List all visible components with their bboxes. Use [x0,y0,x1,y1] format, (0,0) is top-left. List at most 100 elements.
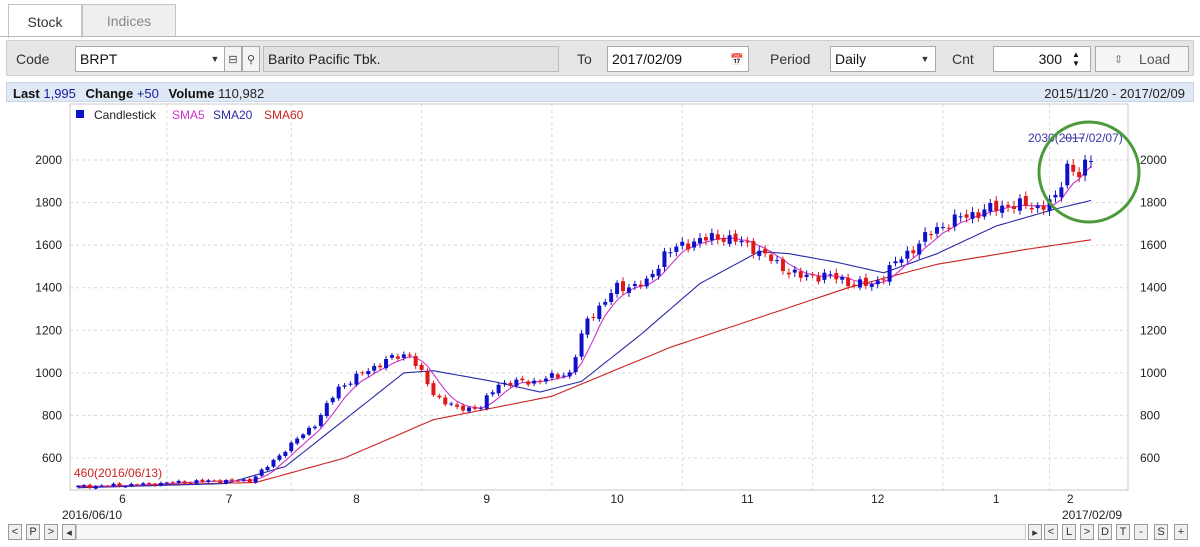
candle-body [520,378,525,381]
nav-l-button[interactable]: L [1062,524,1076,540]
candle-body [857,279,862,288]
y-tick-label: 800 [1140,408,1160,422]
code-combobox[interactable]: BRPT [75,46,225,72]
nav-r-next-button[interactable]: > [1080,524,1094,540]
candle-body [804,274,809,277]
candle-body [852,284,857,286]
tab-stock[interactable]: Stock [8,4,82,38]
chevron-down-icon[interactable]: ▼ [210,54,220,64]
sma5-path [77,166,1092,487]
candle-body [87,484,92,489]
grid [70,104,1128,490]
highlight-circle [1037,120,1141,224]
sma20-line [77,199,1092,489]
scroll-left-icon[interactable]: ◂ [62,524,76,540]
x-tick-label: 11 [741,492,754,506]
candle-body [733,233,738,242]
nav-s-button[interactable]: S [1154,524,1168,540]
candle-body [496,384,501,394]
candle-body [407,354,412,356]
code-list-icon[interactable]: ⊟ [224,46,242,72]
candle-body [389,355,394,358]
period-value: Daily [835,51,867,67]
x-tick-label: 10 [610,492,624,506]
candle-body [253,476,258,483]
candle-body [1041,205,1046,210]
candle-body [621,281,626,292]
nav-d-button[interactable]: D [1098,524,1112,540]
candle-body [917,243,922,255]
load-button[interactable]: ⇕ Load [1095,46,1189,72]
tab-strip [0,0,1200,37]
nav-plus-button[interactable]: + [1174,524,1188,540]
candle-body [609,293,614,302]
candle-body [1071,164,1076,172]
candle-body [230,479,235,481]
candle-body [549,373,554,378]
candle-body [1017,198,1022,211]
y-tick-label: 1600 [1140,238,1167,252]
candle-body [419,364,424,370]
candle-body [218,480,223,483]
candle-body [798,271,803,278]
legend-candlestick: Candlestick [94,108,157,122]
y-tick-label: 1000 [1140,366,1167,380]
price-chart[interactable]: 600 800 1000 1200 1400 1600 1800 2000 600 800 100… [6,102,1194,520]
candle-body [158,482,163,486]
candle-body [929,234,934,236]
calendar-icon[interactable]: 📅 [730,53,744,66]
candle-body [378,365,383,368]
nav-t-button[interactable]: T [1116,524,1130,540]
candle-body [472,407,477,409]
candle-body [259,469,264,476]
candle-body [490,392,495,395]
y-tick-label: 1800 [35,196,62,210]
volume-value: 110,982 [218,86,265,101]
candle-body [555,374,560,378]
candle-body [147,483,152,485]
candle-body [443,397,448,405]
candle-body [413,356,418,366]
candle-body [703,237,708,241]
candle-body [502,382,507,385]
x-tick-label: 12 [871,492,885,506]
nav-r-prev-button[interactable]: < [1044,524,1058,540]
quote-info-bar: Last 1,995 Change +50 Volume 110,982 201… [6,82,1194,102]
y-tick-label: 1200 [1140,323,1167,337]
candle-body [455,404,460,407]
candle-body [247,479,252,483]
legend-sma5: SMA5 [172,108,205,122]
candle-body [668,252,673,254]
candle-body [1053,194,1058,198]
period-label: Period [770,51,811,67]
candle-body [958,216,963,218]
nav-prev-button[interactable]: < [8,524,22,540]
nav-minus-button[interactable]: - [1134,524,1148,540]
nav-p-button[interactable]: P [26,524,40,540]
candle-body [923,232,928,242]
nav-next-button[interactable]: > [44,524,58,540]
candle-body [757,250,762,256]
candle-body [988,203,993,212]
y-tick-label: 2000 [35,153,62,167]
last-label: Last [13,86,40,101]
candle-body [212,480,217,482]
last-value: 1,995 [43,86,76,101]
search-icon[interactable]: ⚲ [242,46,260,72]
candle-body [573,357,578,373]
candle-body [899,259,904,263]
cnt-stepper[interactable]: 300 [993,46,1091,72]
scroll-right-icon[interactable]: ▸ [1028,524,1042,540]
x-tick-label: 1 [993,492,1000,506]
tab-indices[interactable]: Indices [82,4,176,37]
stepper-arrows-icon[interactable]: ▲ ▼ [1072,50,1080,68]
candle-body [786,272,791,275]
period-select[interactable]: Daily [830,46,936,72]
legend-sma20: SMA20 [213,108,253,122]
candle-body [123,486,128,488]
chevron-down-icon[interactable]: ▼ [920,54,930,64]
candle-body [822,272,827,280]
chart-scrollbar[interactable] [76,524,1026,540]
to-date-input[interactable]: 2017/02/09 [607,46,749,72]
candle-body [911,250,916,254]
